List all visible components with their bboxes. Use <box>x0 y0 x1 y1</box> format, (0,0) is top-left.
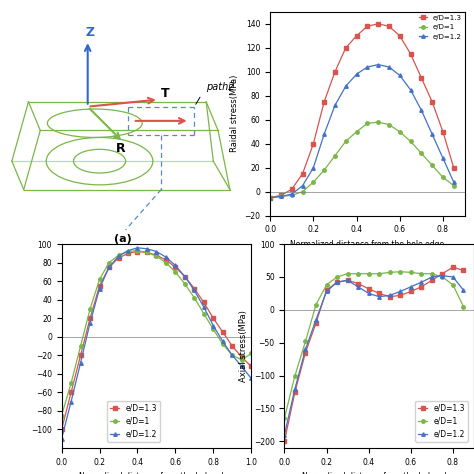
Text: path2: path2 <box>206 82 235 92</box>
X-axis label: Normalized distance from the hole edge: Normalized distance from the hole edge <box>79 472 234 474</box>
X-axis label: Normalized distance from the hole edge: Normalized distance from the hole edge <box>302 472 456 474</box>
Y-axis label: Raidal stress(MPa): Raidal stress(MPa) <box>230 75 239 153</box>
Text: (b): (b) <box>358 265 376 275</box>
Text: Z: Z <box>85 26 94 38</box>
Y-axis label: Axial stress(MPa): Axial stress(MPa) <box>239 310 248 382</box>
Legend: e/D=1.3, e/D=1, e/D=1.2: e/D=1.3, e/D=1, e/D=1.2 <box>418 13 463 41</box>
X-axis label: Normalized distance from the hole edge: Normalized distance from the hole edge <box>290 240 445 249</box>
Text: R: R <box>116 142 126 155</box>
Text: T: T <box>161 87 170 100</box>
Legend: e/D=1.3, e/D=1, e/D=1.2: e/D=1.3, e/D=1, e/D=1.2 <box>415 401 468 442</box>
Legend: e/D=1.3, e/D=1, e/D=1.2: e/D=1.3, e/D=1, e/D=1.2 <box>107 401 160 442</box>
Text: (a): (a) <box>114 234 132 244</box>
